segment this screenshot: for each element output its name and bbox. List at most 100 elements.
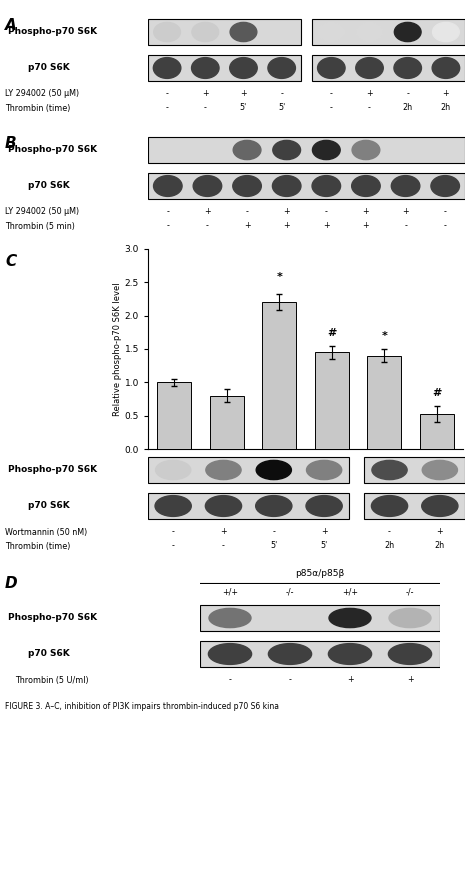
Text: +: + xyxy=(443,89,449,99)
Ellipse shape xyxy=(389,609,431,628)
Ellipse shape xyxy=(372,460,407,480)
Ellipse shape xyxy=(256,460,292,480)
Bar xyxy=(148,173,465,199)
Ellipse shape xyxy=(388,644,432,664)
Ellipse shape xyxy=(318,57,345,78)
Text: +: + xyxy=(321,527,328,536)
Text: +: + xyxy=(244,221,250,230)
Text: +/+: +/+ xyxy=(342,587,358,596)
Ellipse shape xyxy=(154,22,181,41)
Ellipse shape xyxy=(273,140,301,160)
Text: A: A xyxy=(5,18,17,33)
Bar xyxy=(157,382,191,449)
Ellipse shape xyxy=(193,176,222,197)
Bar xyxy=(262,303,296,449)
Text: -: - xyxy=(273,527,275,536)
Ellipse shape xyxy=(205,496,242,516)
Ellipse shape xyxy=(352,176,380,197)
Ellipse shape xyxy=(155,460,191,480)
Text: -: - xyxy=(325,207,328,216)
Text: -: - xyxy=(330,89,333,99)
Bar xyxy=(312,55,465,81)
Ellipse shape xyxy=(273,176,301,197)
Text: *: * xyxy=(381,331,387,341)
Bar xyxy=(367,355,401,449)
Text: -: - xyxy=(444,221,447,230)
Ellipse shape xyxy=(268,644,311,664)
Ellipse shape xyxy=(328,644,372,664)
Text: -: - xyxy=(406,89,409,99)
Text: p70 S6K: p70 S6K xyxy=(28,182,70,191)
Ellipse shape xyxy=(312,140,340,160)
Ellipse shape xyxy=(306,496,342,516)
Ellipse shape xyxy=(154,57,181,78)
Text: -: - xyxy=(444,207,447,216)
Text: -: - xyxy=(228,676,231,684)
Ellipse shape xyxy=(432,57,460,78)
Text: +: + xyxy=(402,207,409,216)
Text: +: + xyxy=(323,221,329,230)
Ellipse shape xyxy=(209,644,252,664)
Ellipse shape xyxy=(233,140,261,160)
Ellipse shape xyxy=(268,57,295,78)
Text: -: - xyxy=(368,103,371,113)
Text: B: B xyxy=(5,136,17,151)
Text: 2h: 2h xyxy=(384,542,394,550)
Text: -/-: -/- xyxy=(406,587,414,596)
Bar xyxy=(312,19,465,46)
Ellipse shape xyxy=(206,460,241,480)
Ellipse shape xyxy=(433,22,459,41)
Ellipse shape xyxy=(372,496,408,516)
Text: -: - xyxy=(404,221,407,230)
Text: 5': 5' xyxy=(320,542,328,550)
Ellipse shape xyxy=(431,176,459,197)
Text: +: + xyxy=(437,527,443,536)
Text: 2h: 2h xyxy=(441,103,451,113)
Text: Wortmannin (50 nM): Wortmannin (50 nM) xyxy=(5,527,87,536)
Text: +: + xyxy=(283,207,290,216)
Text: p85α/p85β: p85α/p85β xyxy=(295,570,345,579)
Y-axis label: Relative phospho-p70 S6K level: Relative phospho-p70 S6K level xyxy=(113,282,122,415)
Text: +: + xyxy=(407,676,413,684)
Bar xyxy=(148,19,301,46)
Text: LY 294002 (50 μM): LY 294002 (50 μM) xyxy=(5,89,79,99)
Text: -: - xyxy=(165,89,169,99)
Text: Thrombin (time): Thrombin (time) xyxy=(5,103,70,113)
Bar xyxy=(210,396,244,449)
Ellipse shape xyxy=(255,496,292,516)
Ellipse shape xyxy=(230,57,257,78)
Text: Phospho-p70 S6K: Phospho-p70 S6K xyxy=(8,614,97,623)
Ellipse shape xyxy=(191,57,219,78)
Text: -/-: -/- xyxy=(286,587,294,596)
Text: +: + xyxy=(366,89,373,99)
Text: +: + xyxy=(346,676,353,684)
Ellipse shape xyxy=(233,176,261,197)
Ellipse shape xyxy=(329,609,371,628)
Text: +: + xyxy=(204,207,211,216)
Ellipse shape xyxy=(192,22,219,41)
Text: Phospho-p70 S6K: Phospho-p70 S6K xyxy=(8,27,97,36)
Ellipse shape xyxy=(394,57,421,78)
Text: -: - xyxy=(172,542,174,550)
Text: +: + xyxy=(363,207,369,216)
Text: +: + xyxy=(363,221,369,230)
Ellipse shape xyxy=(230,22,257,41)
Text: +: + xyxy=(240,89,247,99)
Text: -: - xyxy=(222,542,225,550)
Text: p70 S6K: p70 S6K xyxy=(28,64,70,72)
Text: +: + xyxy=(202,89,209,99)
Ellipse shape xyxy=(422,460,457,480)
Text: C: C xyxy=(5,254,16,269)
Ellipse shape xyxy=(356,22,383,41)
Text: -: - xyxy=(280,89,283,99)
Text: #: # xyxy=(327,328,337,338)
Bar xyxy=(148,137,465,163)
Text: +: + xyxy=(220,527,227,536)
Text: -: - xyxy=(206,221,209,230)
Text: p70 S6K: p70 S6K xyxy=(28,502,70,511)
Text: -: - xyxy=(246,207,248,216)
Text: LY 294002 (50 μM): LY 294002 (50 μM) xyxy=(5,207,79,216)
Ellipse shape xyxy=(312,176,341,197)
Bar xyxy=(419,415,454,449)
Text: Thrombin (time): Thrombin (time) xyxy=(5,542,70,550)
